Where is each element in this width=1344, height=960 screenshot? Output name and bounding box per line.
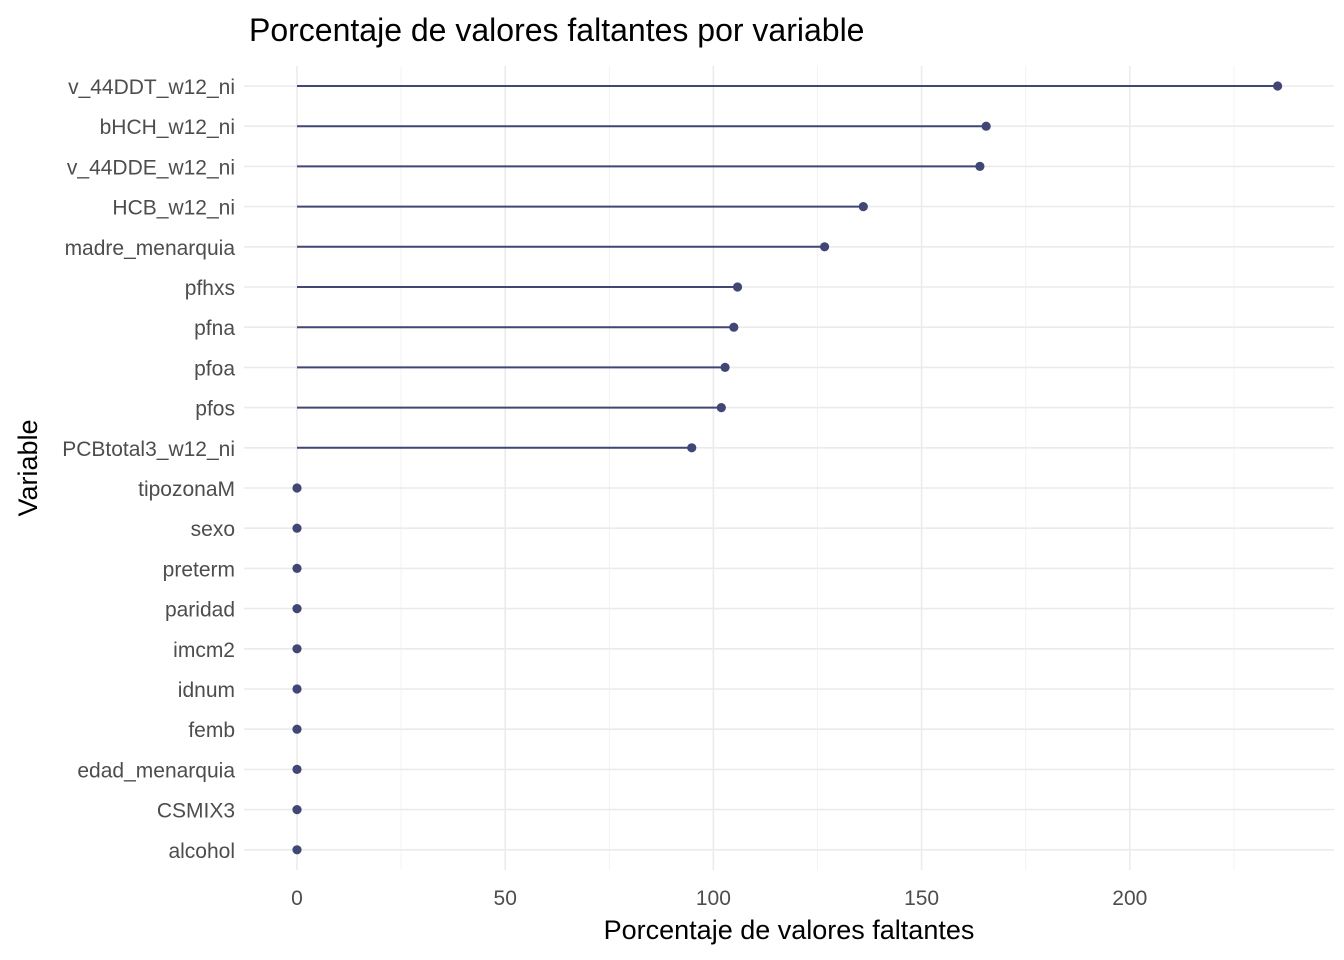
lollipop-point [981, 121, 991, 131]
lollipop-point [729, 322, 739, 332]
y-tick-label: preterm [163, 558, 235, 581]
lollipop-point [292, 483, 302, 493]
y-tick-label: pfhxs [185, 277, 235, 300]
y-tick-label: tipozonaM [138, 478, 235, 501]
y-tick-label: alcohol [168, 840, 235, 863]
x-axis-title: Porcentaje de valores faltantes [604, 915, 975, 945]
grid-lines [244, 66, 1334, 870]
lollipop-point [819, 242, 830, 252]
lollipop-point [292, 644, 302, 654]
lollipop-point [732, 282, 743, 292]
y-tick-label: madre_menarquia [65, 237, 236, 260]
y-tick-label: pfoa [194, 357, 235, 380]
lollipop-point [292, 523, 302, 533]
lollipop-point [292, 684, 302, 694]
x-tick-label: 50 [494, 887, 517, 910]
lollipop-point [975, 161, 985, 171]
lollipop-point [687, 443, 697, 453]
y-tick-label: PCBtotal3_w12_ni [62, 438, 235, 461]
y-tick-label: CSMIX3 [157, 800, 235, 823]
lollipop-point [1273, 81, 1283, 91]
lollipop-point [292, 563, 302, 574]
lollipop-point [720, 362, 730, 372]
x-tick-label: 100 [696, 887, 731, 910]
lollipop-point [292, 805, 302, 815]
y-tick-label: HCB_w12_ni [112, 197, 235, 220]
y-tick-label: imcm2 [173, 639, 235, 662]
y-tick-label: edad_menarquia [77, 759, 235, 782]
y-tick-label: femb [188, 719, 235, 742]
y-tick-label: pfna [194, 317, 235, 340]
x-tick-labels: 0 50 100 150 200 [291, 887, 1147, 910]
y-axis-title: Variable [13, 419, 43, 516]
lollipop-point [292, 724, 302, 734]
chart-title: Porcentaje de valores faltantes por vari… [249, 12, 864, 48]
lollipop-point [716, 403, 726, 413]
lollipop-point [292, 764, 302, 775]
y-tick-labels: v_44DDT_w12_ni bHCH_w12_ni v_44DDE_w12_ni H… [62, 76, 235, 863]
y-tick-label: paridad [165, 599, 235, 622]
x-tick-label: 0 [291, 887, 303, 910]
y-tick-label: bHCH_w12_ni [100, 116, 235, 139]
lollipop-point [858, 202, 868, 212]
y-tick-label: sexo [191, 518, 235, 541]
y-tick-label: v_44DDE_w12_ni [67, 156, 235, 179]
x-tick-label: 200 [1112, 887, 1147, 910]
lollipop-point [292, 604, 302, 614]
y-tick-label: v_44DDT_w12_ni [68, 76, 235, 99]
lollipop-point [292, 845, 302, 855]
y-tick-label: idnum [178, 679, 235, 702]
chart-marks [292, 81, 1283, 855]
x-tick-label: 150 [904, 887, 939, 910]
y-tick-label: pfos [195, 398, 235, 421]
